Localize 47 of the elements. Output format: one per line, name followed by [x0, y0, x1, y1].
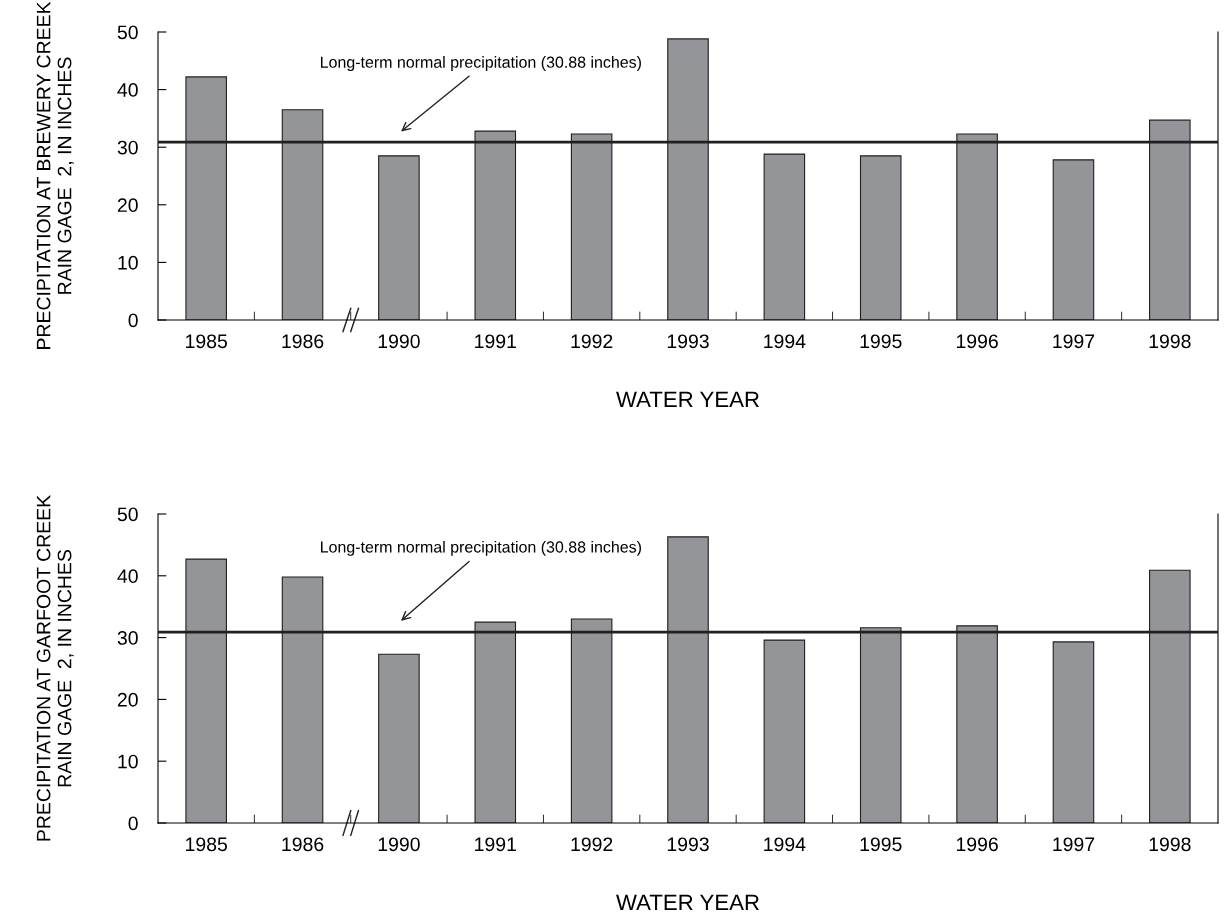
- x-tick-label: 1991: [475, 334, 516, 349]
- x-tick-label: 1996: [956, 837, 998, 852]
- x-axis-title: WATER YEAR: [616, 894, 759, 911]
- x-tick-label: 1997: [1053, 837, 1095, 852]
- annotation: Long-term normal precipitation (30.88 inches): [321, 540, 641, 556]
- x-tick-label: 1996: [956, 334, 998, 349]
- y-tick-label: 50: [117, 25, 138, 40]
- x-tick-label: 1986: [282, 837, 324, 852]
- y-tick-label: 0: [128, 313, 138, 328]
- bar: [763, 639, 806, 823]
- y-axis-title: PRECIPITATION AT GARFOOT CREEK RAIN GAGE 2, IN INCHES: [36, 495, 74, 841]
- bar: [378, 653, 420, 823]
- x-tick-label: 1986: [282, 334, 324, 349]
- bar: [378, 155, 420, 320]
- x-tick-label: 1990: [378, 837, 420, 852]
- x-tick-label: 1992: [571, 837, 613, 852]
- x-tick-label: 1998: [1149, 334, 1191, 349]
- bar: [1052, 159, 1095, 320]
- x-tick-label: 1993: [667, 837, 709, 852]
- y-tick-label: 40: [117, 569, 138, 584]
- x-tick-label: 1991: [475, 837, 516, 852]
- x-tick-label: 1995: [860, 334, 902, 349]
- y-axis-title: PRECIPITATION AT BREWERY CREEK RAIN GAGE 2, IN INCHES: [36, 1, 74, 349]
- x-tick-label: 1994: [764, 334, 806, 349]
- y-tick-label: 20: [117, 198, 138, 213]
- x-tick-label: 1995: [860, 837, 902, 852]
- bar: [1052, 641, 1095, 823]
- bar: [763, 153, 806, 320]
- x-tick-label: 1985: [186, 837, 227, 852]
- x-tick-label: 1994: [764, 837, 806, 852]
- x-axis-title: WATER YEAR: [616, 391, 759, 408]
- y-tick-label: 20: [117, 692, 138, 707]
- x-tick-label: 1998: [1149, 837, 1191, 852]
- y-tick-label: 30: [117, 140, 138, 155]
- x-tick-label: 1992: [571, 334, 613, 349]
- y-tick-label: 50: [117, 507, 138, 522]
- x-tick-label: 1993: [667, 334, 709, 349]
- bar: [859, 155, 902, 320]
- y-tick-label: 10: [118, 754, 138, 769]
- x-tick-label: 1990: [378, 334, 420, 349]
- y-tick-label: 10: [118, 255, 138, 270]
- x-tick-label: 1985: [186, 334, 227, 349]
- y-tick-label: 0: [128, 816, 138, 831]
- y-tick-label: 40: [117, 83, 138, 97]
- x-tick-label: 1997: [1053, 334, 1095, 349]
- annotation: Long-term normal precipitation (30.88 inches): [321, 56, 641, 71]
- y-tick-label: 30: [117, 631, 138, 645]
